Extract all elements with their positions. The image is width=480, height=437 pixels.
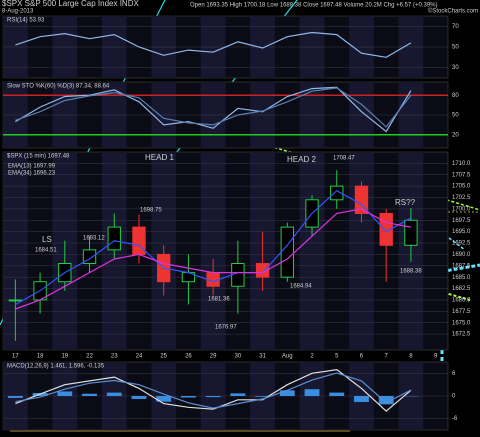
annotation: 1688.38 — [400, 269, 422, 275]
panel-label: MACD(12,26,9) 1.461, 1.596, -0.135 — [7, 364, 105, 370]
histogram-bar — [280, 390, 295, 396]
candle-body — [108, 227, 120, 250]
histogram-bar — [305, 389, 320, 396]
panel-label: Slow STO %K(60) %D(3) 87.34, 88.64 — [7, 84, 110, 90]
y-tick-label: 1682.5 — [452, 286, 471, 292]
annotation: HEAD 2 — [287, 155, 316, 164]
candle-body — [207, 273, 219, 287]
x-tick-label: 25 — [160, 354, 167, 360]
panels: 30 50 70 RSI(14) 53.93 20 50 80 Slow STO %K(60)… — [3, 16, 471, 430]
y-tick-label: 80 — [452, 93, 459, 99]
y-tick-label: 1710.0 — [452, 161, 471, 167]
x-tick-label: Aug — [282, 354, 293, 360]
x-tick-label: 29 — [210, 354, 217, 360]
annotation: 1684.51 — [35, 248, 57, 254]
histogram-bar — [181, 396, 196, 398]
annotation: 1693.12 — [83, 236, 105, 242]
legend-entry: EMA(34) 1696.23 — [8, 171, 56, 177]
histogram-bar — [107, 393, 122, 396]
y-tick-label: -6 — [452, 416, 458, 422]
y-tick-label: 70 — [452, 24, 459, 30]
candle-body — [133, 227, 145, 254]
legend-entry: EMA(13) 1697.99 — [8, 164, 56, 170]
histogram-bar — [206, 396, 221, 397]
y-tick-label: 1692.5 — [452, 241, 471, 247]
y-tick-label: 1680.0 — [452, 298, 471, 304]
symbol: $SPX S&P 500 Large Cap Index INDX — [2, 0, 139, 8]
annotation: LS — [42, 235, 52, 244]
y-tick-label: 1697.5 — [452, 218, 471, 224]
histogram-bar — [230, 393, 245, 396]
x-tick-label: 17 — [12, 354, 19, 360]
candle-body — [232, 264, 244, 287]
x-tick-label: 30 — [235, 354, 242, 360]
candle-body — [9, 300, 21, 301]
x-tick-label: 22 — [86, 354, 93, 360]
x-tick-label: 19 — [61, 354, 68, 360]
annotation: 1681.36 — [208, 297, 230, 303]
x-tick-label: 23 — [111, 354, 118, 360]
y-tick-label: 1695.0 — [452, 229, 471, 235]
y-tick-label: 1705.0 — [452, 184, 471, 190]
y-tick-label: 1677.5 — [452, 309, 471, 315]
histogram-bar — [82, 394, 97, 396]
histogram-bar — [132, 396, 147, 399]
y-tick-label: 1702.5 — [452, 195, 471, 201]
y-tick-label: 20 — [452, 132, 459, 138]
annotation: HEAD 1 — [145, 153, 174, 162]
histogram-bar — [329, 393, 344, 396]
x-tick-label: 26 — [185, 354, 192, 360]
y-tick-label: 50 — [452, 45, 459, 51]
annotation: RS?? — [395, 198, 416, 207]
x-tick-label: 18 — [37, 354, 44, 360]
histogram-bar — [8, 396, 23, 398]
y-tick-label: 1672.5 — [452, 332, 471, 338]
histogram-bar — [354, 396, 369, 402]
y-tick-label: 1700.0 — [452, 206, 471, 212]
annotation: 1698.75 — [140, 208, 162, 214]
y-tick-label: 1707.5 — [452, 172, 471, 178]
histogram-bar — [57, 391, 72, 396]
candle-body — [405, 220, 417, 245]
annotation: 1708.47 — [333, 156, 355, 162]
source: ©StockCharts.com — [428, 8, 478, 15]
x-tick-label: 24 — [136, 354, 143, 360]
quote: Open 1693.35 High 1700.18 Low 1688.38 Cl… — [190, 3, 438, 9]
panel-label: RSI(14) 53.93 — [7, 18, 45, 24]
y-tick-label: 1690.0 — [452, 252, 471, 258]
y-tick-label: 50 — [452, 113, 459, 119]
day-stripe — [201, 152, 226, 350]
annotation: 1684.94 — [290, 284, 312, 290]
y-tick-label: 1685.0 — [452, 275, 471, 281]
annotation: 1676.97 — [215, 325, 237, 331]
y-tick-label: 1675.0 — [452, 320, 471, 326]
x-tick-label: 31 — [259, 354, 266, 360]
candle-body — [281, 227, 293, 277]
date: 8-Aug-2013 — [2, 9, 34, 15]
y-tick-label: 30 — [452, 65, 459, 71]
y-tick-label: 1687.5 — [452, 263, 471, 269]
day-stripe — [300, 152, 325, 350]
panel-label: $SPX (15 min) 1697.48 — [7, 154, 70, 160]
